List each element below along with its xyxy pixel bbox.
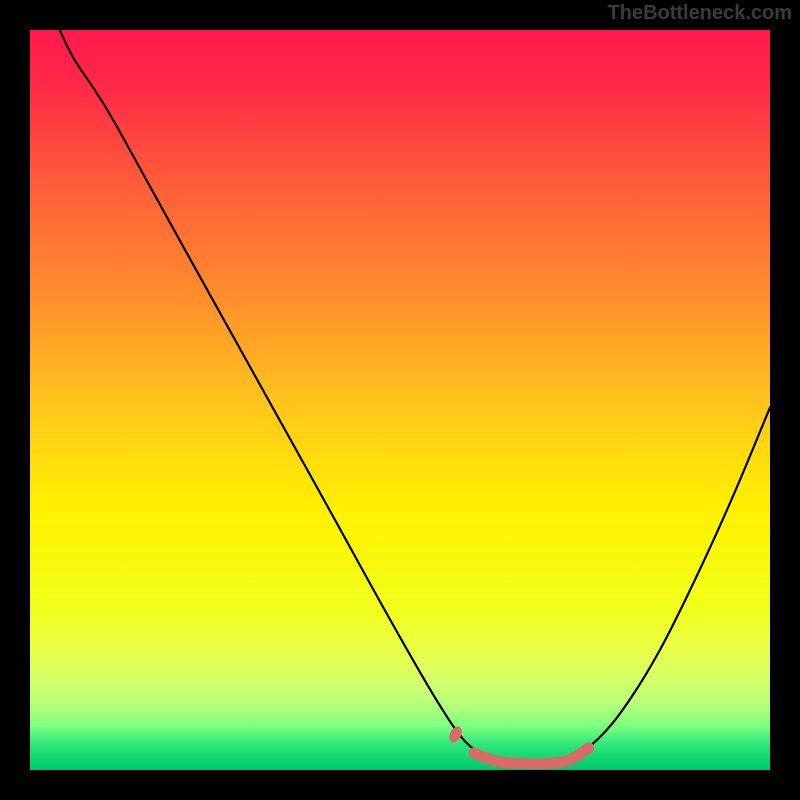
plot-background <box>30 30 770 770</box>
watermark-label: TheBottleneck.com <box>608 2 792 25</box>
chart-stage: TheBottleneck.com <box>0 0 800 800</box>
chart-svg <box>0 0 800 800</box>
